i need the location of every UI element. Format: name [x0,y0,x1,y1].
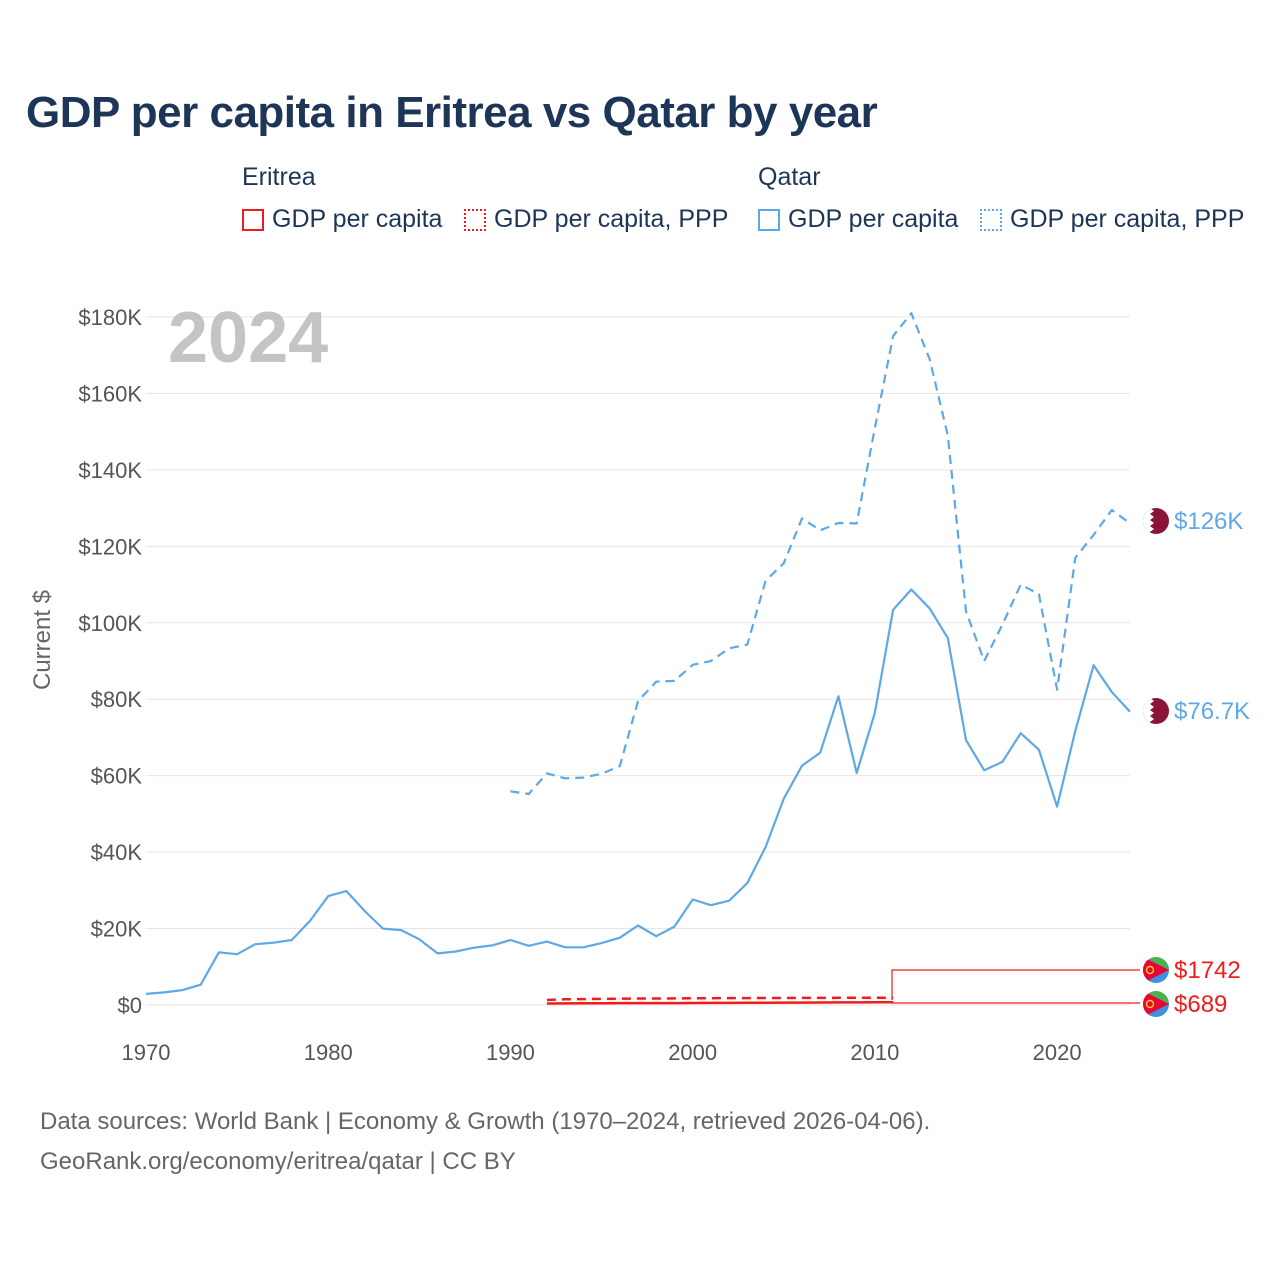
legend-swatch-dotted-red [464,208,486,231]
x-tick-label: 2010 [850,1040,899,1065]
x-axis-ticks: 1970 1980 1990 2000 2010 2020 [122,1040,1082,1065]
x-tick-label: 1990 [486,1040,535,1065]
eritrea-flag-icon [1143,991,1169,1017]
legend-label: GDP per capita [788,205,959,233]
series-lines [145,312,1131,1005]
legend-swatch-solid-red [242,208,264,231]
series-line-qatar-gdp-per-capita-ppp[interactable] [510,312,1131,796]
legend-swatch-dotted-blue [980,208,1002,231]
y-tick-label: $80K [91,687,143,712]
legend-group-qatar: Qatar [758,163,821,191]
y-axis-ticks: $0 $20K $40K $60K $80K $100K $120K $140K $160K $1… [78,305,142,1018]
legend-qatar-gdp[interactable]: GDP per capita [758,205,958,234]
legend-label: GDP per capita [272,205,443,233]
y-tick-label: $40K [91,840,143,865]
eritrea-label-connector [891,969,1140,1004]
footer-sources: Data sources: World Bank | Economy & Gro… [40,1108,931,1135]
legend-eritrea-gdp-ppp[interactable]: GDP per capita, PPP [464,205,728,234]
y-tick-label: $120K [78,534,142,559]
y-axis-label: Current $ [29,590,56,690]
legend-swatch-solid-blue [758,208,780,231]
year-watermark: 2024 [168,298,328,378]
series-line-qatar-gdp-per-capita[interactable] [145,588,1131,995]
y-tick-label: $20K [91,917,143,942]
x-tick-label: 1970 [122,1040,171,1065]
end-label-qatar-gdp: $76.7K [1174,698,1250,725]
series-line-eritrea-gdp-per-capita[interactable] [546,1001,894,1005]
end-label-eritrea-gdp: $689 [1174,991,1227,1018]
qatar-flag-icon [1143,508,1169,534]
legend-eritrea-gdp[interactable]: GDP per capita [242,205,442,234]
series-line-eritrea-gdp-per-capita-ppp[interactable] [546,996,894,1002]
legend-label: GDP per capita, PPP [494,205,729,233]
qatar-flag-icon [1143,698,1169,724]
end-label-eritrea-ppp: $1742 [1174,957,1241,984]
end-label-qatar-ppp: $126K [1174,508,1243,535]
legend-label: GDP per capita, PPP [1010,205,1245,233]
y-tick-label: $60K [91,764,143,789]
x-tick-label: 2000 [668,1040,717,1065]
chart-title: GDP per capita in Eritrea vs Qatar by ye… [26,88,878,137]
y-tick-label: $140K [78,458,142,483]
legend-group-eritrea: Eritrea [242,163,316,191]
eritrea-flag-icon [1143,957,1169,983]
footer-credit[interactable]: GeoRank.org/economy/eritrea/qatar | CC B… [40,1148,516,1175]
y-tick-label: $100K [78,611,142,636]
gridlines [146,316,1130,1006]
x-tick-label: 1980 [304,1040,353,1065]
y-tick-label: $160K [78,381,142,406]
x-tick-label: 2020 [1033,1040,1082,1065]
y-tick-label: $180K [78,305,142,330]
legend-qatar-gdp-ppp[interactable]: GDP per capita, PPP [980,205,1244,234]
y-tick-label: $0 [118,993,142,1018]
